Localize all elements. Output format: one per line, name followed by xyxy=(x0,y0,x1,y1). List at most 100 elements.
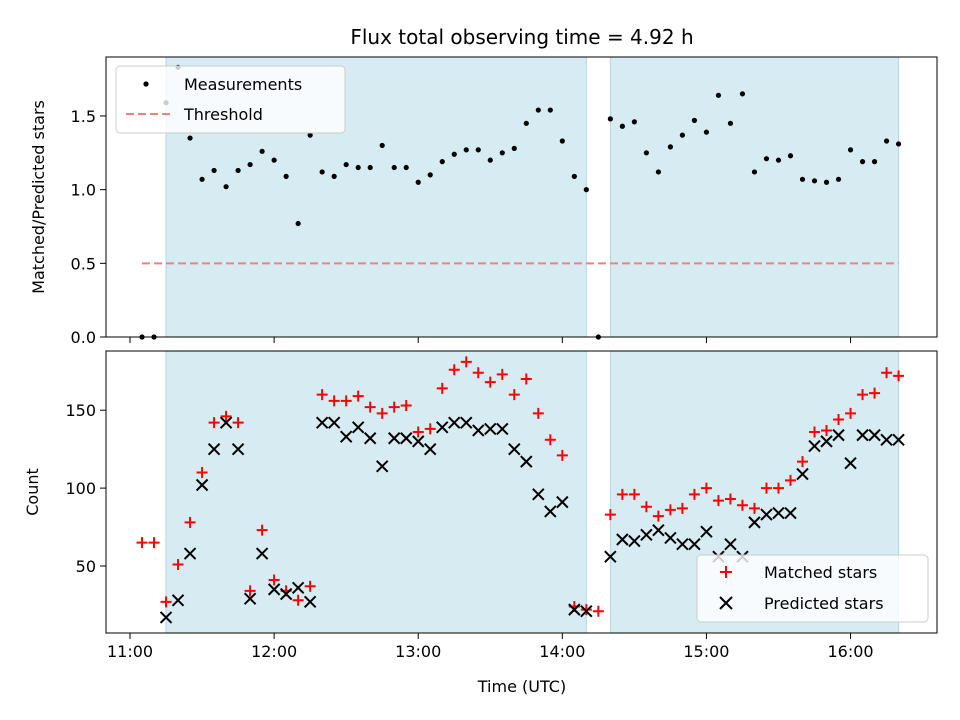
bottom-matched-stars-point-52 xyxy=(760,482,772,494)
bottom-predicted-stars-point-20 xyxy=(375,460,389,473)
bottom-matched-stars-point-42 xyxy=(640,501,652,513)
x-tick-label-0: 11:00 xyxy=(107,642,153,661)
top-measurements-point-4 xyxy=(187,135,193,141)
bottom-predicted-stars-point-17 xyxy=(339,430,353,443)
bottom-axes-frame xyxy=(105,350,938,634)
top-measurements-point-37 xyxy=(583,187,589,193)
bottom-predicted-stars-point-11 xyxy=(267,583,281,596)
top-measurements-point-13 xyxy=(295,220,301,227)
bottom-matched-stars-point-57 xyxy=(821,424,833,436)
bottom-predicted-stars-point-5 xyxy=(195,478,209,492)
bottom-predicted-stars-point-3 xyxy=(171,594,185,607)
bottom-predicted-stars-point-16 xyxy=(327,416,341,429)
bottom-matched-stars-point-23 xyxy=(412,426,424,438)
bottom-predicted-stars-point-9 xyxy=(243,592,257,605)
chart-title: Flux total observing time = 4.92 h xyxy=(350,25,693,49)
bottom-predicted-stars-point-25 xyxy=(436,421,449,434)
bottom-predicted-stars-point-53 xyxy=(772,506,785,520)
top-measurements-point-58 xyxy=(835,176,842,182)
legend-measurements-label: Measurements xyxy=(184,75,302,94)
bottom-predicted-stars-point-47 xyxy=(700,525,713,538)
top-measurements-point-9 xyxy=(247,161,253,168)
top-measurements-point-62 xyxy=(883,138,890,144)
bottom-predicted-stars-point-54 xyxy=(784,506,797,520)
top-y-tick-label-1: 0.5 xyxy=(71,254,96,273)
bottom-matched-stars-point-21 xyxy=(388,401,400,413)
bottom-matched-stars-point-59 xyxy=(845,407,857,419)
bottom-predicted-stars-point-62 xyxy=(880,433,893,447)
top-measurements-point-27 xyxy=(463,147,469,153)
top-measurements-point-48 xyxy=(715,92,722,98)
top-measurements-point-52 xyxy=(763,156,770,162)
bottom-predicted-stars-point-39 xyxy=(604,550,617,563)
top-measurements-point-56 xyxy=(811,178,818,184)
top-measurements-point-50 xyxy=(739,91,746,97)
top-legend: Measurements Threshold xyxy=(115,65,346,134)
bottom-matched-stars-point-45 xyxy=(676,502,688,514)
bottom-matched-stars-point-8 xyxy=(232,417,244,429)
bottom-matched-stars-point-50 xyxy=(736,499,748,511)
bottom-predicted-stars-point-46 xyxy=(688,537,701,551)
bottom-matched-stars-point-5 xyxy=(196,467,208,479)
bottom-predicted-stars-point-43 xyxy=(652,523,665,537)
bottom-predicted-stars-point-2 xyxy=(159,611,173,624)
bottom-matched-stars-point-24 xyxy=(424,423,436,435)
legend-predicted-label: Predicted stars xyxy=(764,594,884,613)
top-y-tick-label-3: 1.5 xyxy=(71,107,96,126)
bottom-matched-stars-point-53 xyxy=(772,482,784,494)
bottom-matched-stars-point-13 xyxy=(292,594,304,606)
x-tick-label-2: 13:00 xyxy=(395,642,441,661)
x-tick-label-4: 15:00 xyxy=(683,642,729,661)
top-measurements-point-15 xyxy=(319,169,325,175)
bottom-matched-stars-point-63 xyxy=(893,370,905,382)
top-measurements-point-23 xyxy=(415,179,421,185)
bottom-predicted-stars-point-61 xyxy=(868,428,881,442)
top-measurements-point-21 xyxy=(391,164,397,171)
top-measurements-point-16 xyxy=(331,173,337,179)
top-measurements-point-24 xyxy=(427,172,433,178)
bottom-predicted-stars-point-40 xyxy=(616,533,629,546)
bottom-predicted-stars-point-8 xyxy=(231,442,245,456)
bottom-matched-stars-point-19 xyxy=(364,401,376,413)
bottom-predicted-stars-point-33 xyxy=(532,488,545,501)
bottom-matched-stars-point-48 xyxy=(712,495,724,507)
top-measurements-point-26 xyxy=(451,151,457,157)
bottom-matched-stars-point-20 xyxy=(376,407,388,419)
bottom-matched-stars-point-30 xyxy=(496,368,508,380)
bottom-matched-stars-point-7 xyxy=(220,410,232,422)
bottom-matched-stars-point-16 xyxy=(328,395,340,407)
bottom-matched-stars-point-38 xyxy=(592,605,604,617)
bottom-matched-stars-point-4 xyxy=(184,516,196,528)
bottom-matched-stars-point-47 xyxy=(700,482,712,494)
top-measurements-point-17 xyxy=(343,161,349,168)
bottom-predicted-stars-point-58 xyxy=(832,428,845,442)
bottom-matched-stars-point-56 xyxy=(809,426,821,438)
bottom-matched-stars-point-37 xyxy=(580,604,592,616)
bottom-matched-stars-point-58 xyxy=(833,414,845,426)
bottom-predicted-stars-point-31 xyxy=(508,442,521,456)
legend-predicted-marker xyxy=(719,596,733,610)
bottom-predicted-stars-point-21 xyxy=(388,432,401,445)
top-measurements-point-6 xyxy=(211,167,217,174)
bottom-matched-stars-point-51 xyxy=(748,502,760,514)
bottom-predicted-stars-point-26 xyxy=(448,416,461,429)
top-measurements-point-34 xyxy=(547,107,553,113)
bottom-matched-stars-point-29 xyxy=(484,376,496,388)
top-measurements-point-8 xyxy=(235,167,241,174)
bottom-matched-stars-point-34 xyxy=(544,434,556,446)
bottom-matched-stars-point-39 xyxy=(604,509,616,521)
bottom-predicted-stars-point-24 xyxy=(424,442,437,456)
top-measurements-point-51 xyxy=(751,169,758,175)
bottom-matched-stars-point-22 xyxy=(400,400,412,412)
bottom-matched-stars-point-3 xyxy=(172,558,184,570)
bottom-matched-stars-point-25 xyxy=(436,382,448,394)
bottom-matched-stars-point-31 xyxy=(508,389,520,401)
top-measurements-point-45 xyxy=(679,132,686,138)
bottom-predicted-stars-point-22 xyxy=(400,432,413,445)
top-y-axis-label: Matched/Predicted stars xyxy=(29,100,48,294)
bottom-y-tick-label-2: 150 xyxy=(65,401,96,420)
bottom-predicted-stars-point-51 xyxy=(748,516,761,529)
top-measurements-point-14 xyxy=(307,132,313,138)
bottom-predicted-stars-point-15 xyxy=(315,416,329,429)
